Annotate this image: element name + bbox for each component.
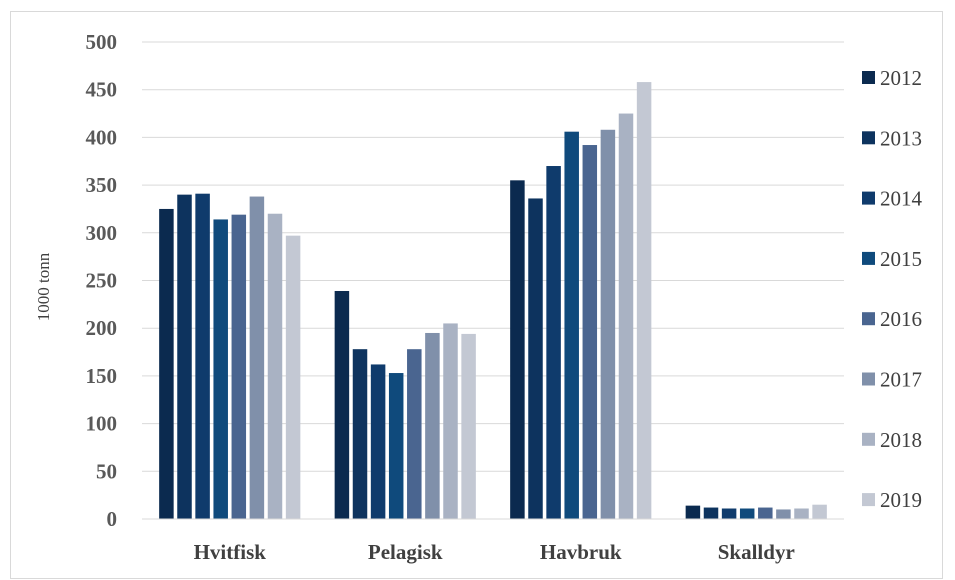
x-tick-label: Hvitfisk xyxy=(194,540,267,564)
bar-chart: 0 50 100 150 200 250 300 350 400 450 500 Hvitfisk P… xyxy=(34,30,923,564)
gridlines xyxy=(142,41,844,472)
bar-havbruk-2012 xyxy=(510,180,525,519)
bar-skalldyr-2016 xyxy=(758,507,773,519)
bar-hvitfisk-2015 xyxy=(213,219,228,519)
chart-frame: 0 50 100 150 200 250 300 350 400 450 500 Hvitfisk P… xyxy=(10,11,943,579)
y-tick-label: 350 xyxy=(86,173,118,197)
bar-skalldyr-2014 xyxy=(721,508,737,519)
legend-label: 2019 xyxy=(880,488,922,512)
bar-skalldyr-2015 xyxy=(739,508,755,519)
bar-pelagisk-2017 xyxy=(425,332,440,519)
x-tick-label: Pelagisk xyxy=(368,540,443,564)
y-tick-label: 400 xyxy=(86,125,118,149)
legend-swatch xyxy=(862,372,875,386)
legend-swatch xyxy=(862,131,875,145)
bar-pelagisk-2014 xyxy=(370,364,386,519)
bar-skalldyr-2019 xyxy=(812,504,827,519)
bar-pelagisk-2019 xyxy=(461,333,476,519)
legend-label: 2017 xyxy=(880,368,922,392)
y-tick-label: 0 xyxy=(107,507,118,531)
bar-hvitfisk-2013 xyxy=(177,194,192,519)
y-tick-label: 100 xyxy=(86,412,118,436)
bar-hvitfisk-2017 xyxy=(249,196,265,520)
bar-skalldyr-2013 xyxy=(703,507,719,519)
legend-swatch xyxy=(862,71,875,84)
x-tick-label: Skalldyr xyxy=(718,540,795,564)
legend-swatch xyxy=(862,191,875,205)
bar-havbruk-2017 xyxy=(600,129,616,519)
x-axis-ticks: Hvitfisk Pelagisk Havbruk Skalldyr xyxy=(194,540,795,564)
y-tick-label: 200 xyxy=(86,316,118,340)
bar-skalldyr-2018 xyxy=(794,508,809,519)
legend-label: 2015 xyxy=(880,247,922,271)
legend-label: 2016 xyxy=(880,307,922,331)
y-tick-label: 500 xyxy=(86,30,118,54)
legend-label: 2014 xyxy=(880,187,923,211)
bar-havbruk-2016 xyxy=(582,145,598,519)
bar-pelagisk-2018 xyxy=(443,323,458,519)
y-tick-label: 450 xyxy=(86,78,118,102)
legend-swatch xyxy=(862,312,875,326)
bar-hvitfisk-2016 xyxy=(231,214,247,520)
legend-swatch xyxy=(862,432,875,446)
bar-pelagisk-2016 xyxy=(407,349,422,519)
bar-hvitfisk-2012 xyxy=(159,208,174,519)
bar-pelagisk-2015 xyxy=(388,373,404,519)
bar-hvitfisk-2014 xyxy=(195,193,210,519)
bar-havbruk-2015 xyxy=(564,131,579,519)
y-tick-label: 300 xyxy=(86,221,118,245)
bar-pelagisk-2012 xyxy=(334,290,350,519)
y-axis-label: 1000 tonn xyxy=(34,252,53,321)
bars xyxy=(159,82,827,520)
legend: 2012 2013 2014 2015 2016 2017 2018 2019 xyxy=(862,66,923,512)
bar-skalldyr-2017 xyxy=(776,509,791,519)
bar-havbruk-2018 xyxy=(618,113,634,520)
x-tick-label: Havbruk xyxy=(540,540,622,564)
bar-havbruk-2019 xyxy=(636,82,652,519)
legend-swatch xyxy=(862,251,875,265)
y-tick-label: 250 xyxy=(86,269,118,293)
bar-pelagisk-2013 xyxy=(352,349,368,519)
bar-hvitfisk-2018 xyxy=(267,213,283,519)
legend-label: 2013 xyxy=(880,126,922,150)
bar-hvitfisk-2019 xyxy=(285,235,301,519)
bar-havbruk-2013 xyxy=(528,198,543,519)
legend-swatch xyxy=(862,493,875,507)
y-axis-ticks: 0 50 100 150 200 250 300 350 400 450 500 xyxy=(86,30,118,531)
bar-skalldyr-2012 xyxy=(685,505,701,519)
y-tick-label: 50 xyxy=(96,459,117,483)
bar-havbruk-2014 xyxy=(546,166,561,519)
y-tick-label: 150 xyxy=(86,364,118,388)
legend-label: 2012 xyxy=(880,66,922,90)
legend-label: 2018 xyxy=(880,428,922,452)
